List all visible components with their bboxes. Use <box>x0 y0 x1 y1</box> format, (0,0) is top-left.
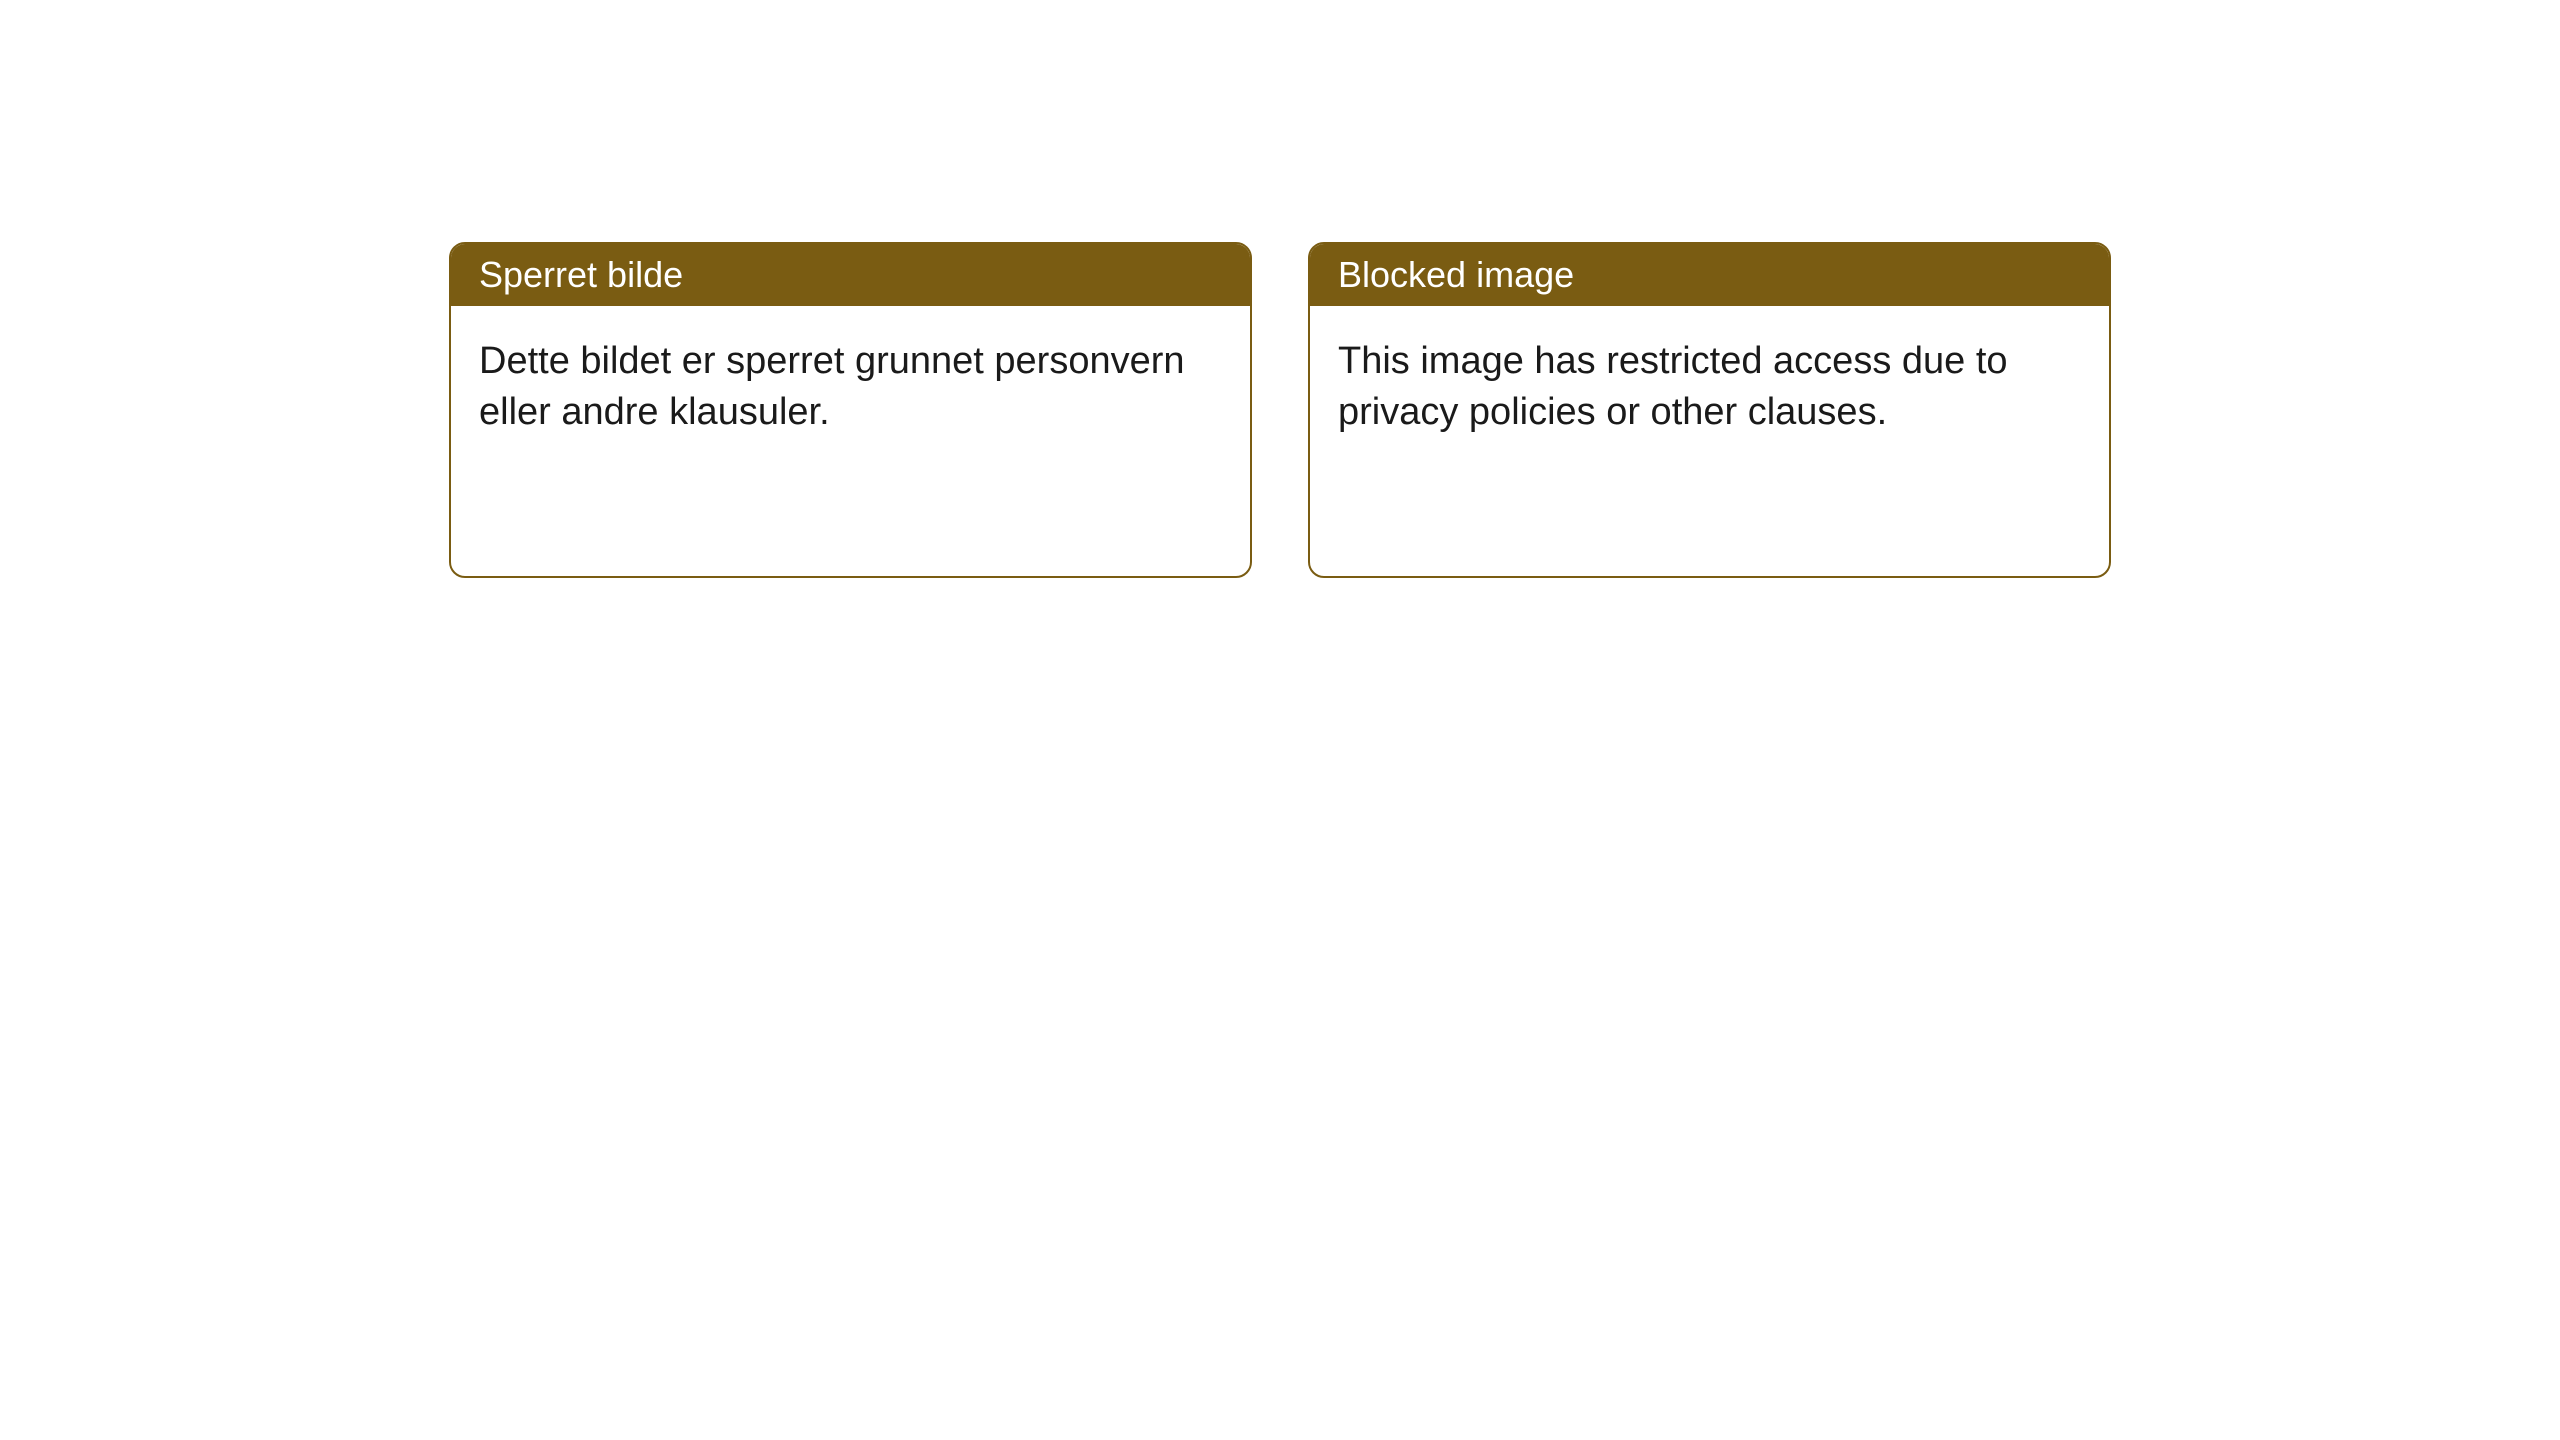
notice-card-header: Blocked image <box>1310 244 2109 306</box>
notice-card-header: Sperret bilde <box>451 244 1250 306</box>
notice-card-container: Sperret bilde Dette bildet er sperret gr… <box>449 242 2111 578</box>
notice-card-norwegian: Sperret bilde Dette bildet er sperret gr… <box>449 242 1252 578</box>
notice-title: Sperret bilde <box>479 254 683 295</box>
notice-body-text: Dette bildet er sperret grunnet personve… <box>479 340 1185 433</box>
notice-body-text: This image has restricted access due to … <box>1338 340 2008 433</box>
notice-card-body: This image has restricted access due to … <box>1310 306 2109 576</box>
notice-card-english: Blocked image This image has restricted … <box>1308 242 2111 578</box>
notice-title: Blocked image <box>1338 254 1574 295</box>
notice-card-body: Dette bildet er sperret grunnet personve… <box>451 306 1250 576</box>
